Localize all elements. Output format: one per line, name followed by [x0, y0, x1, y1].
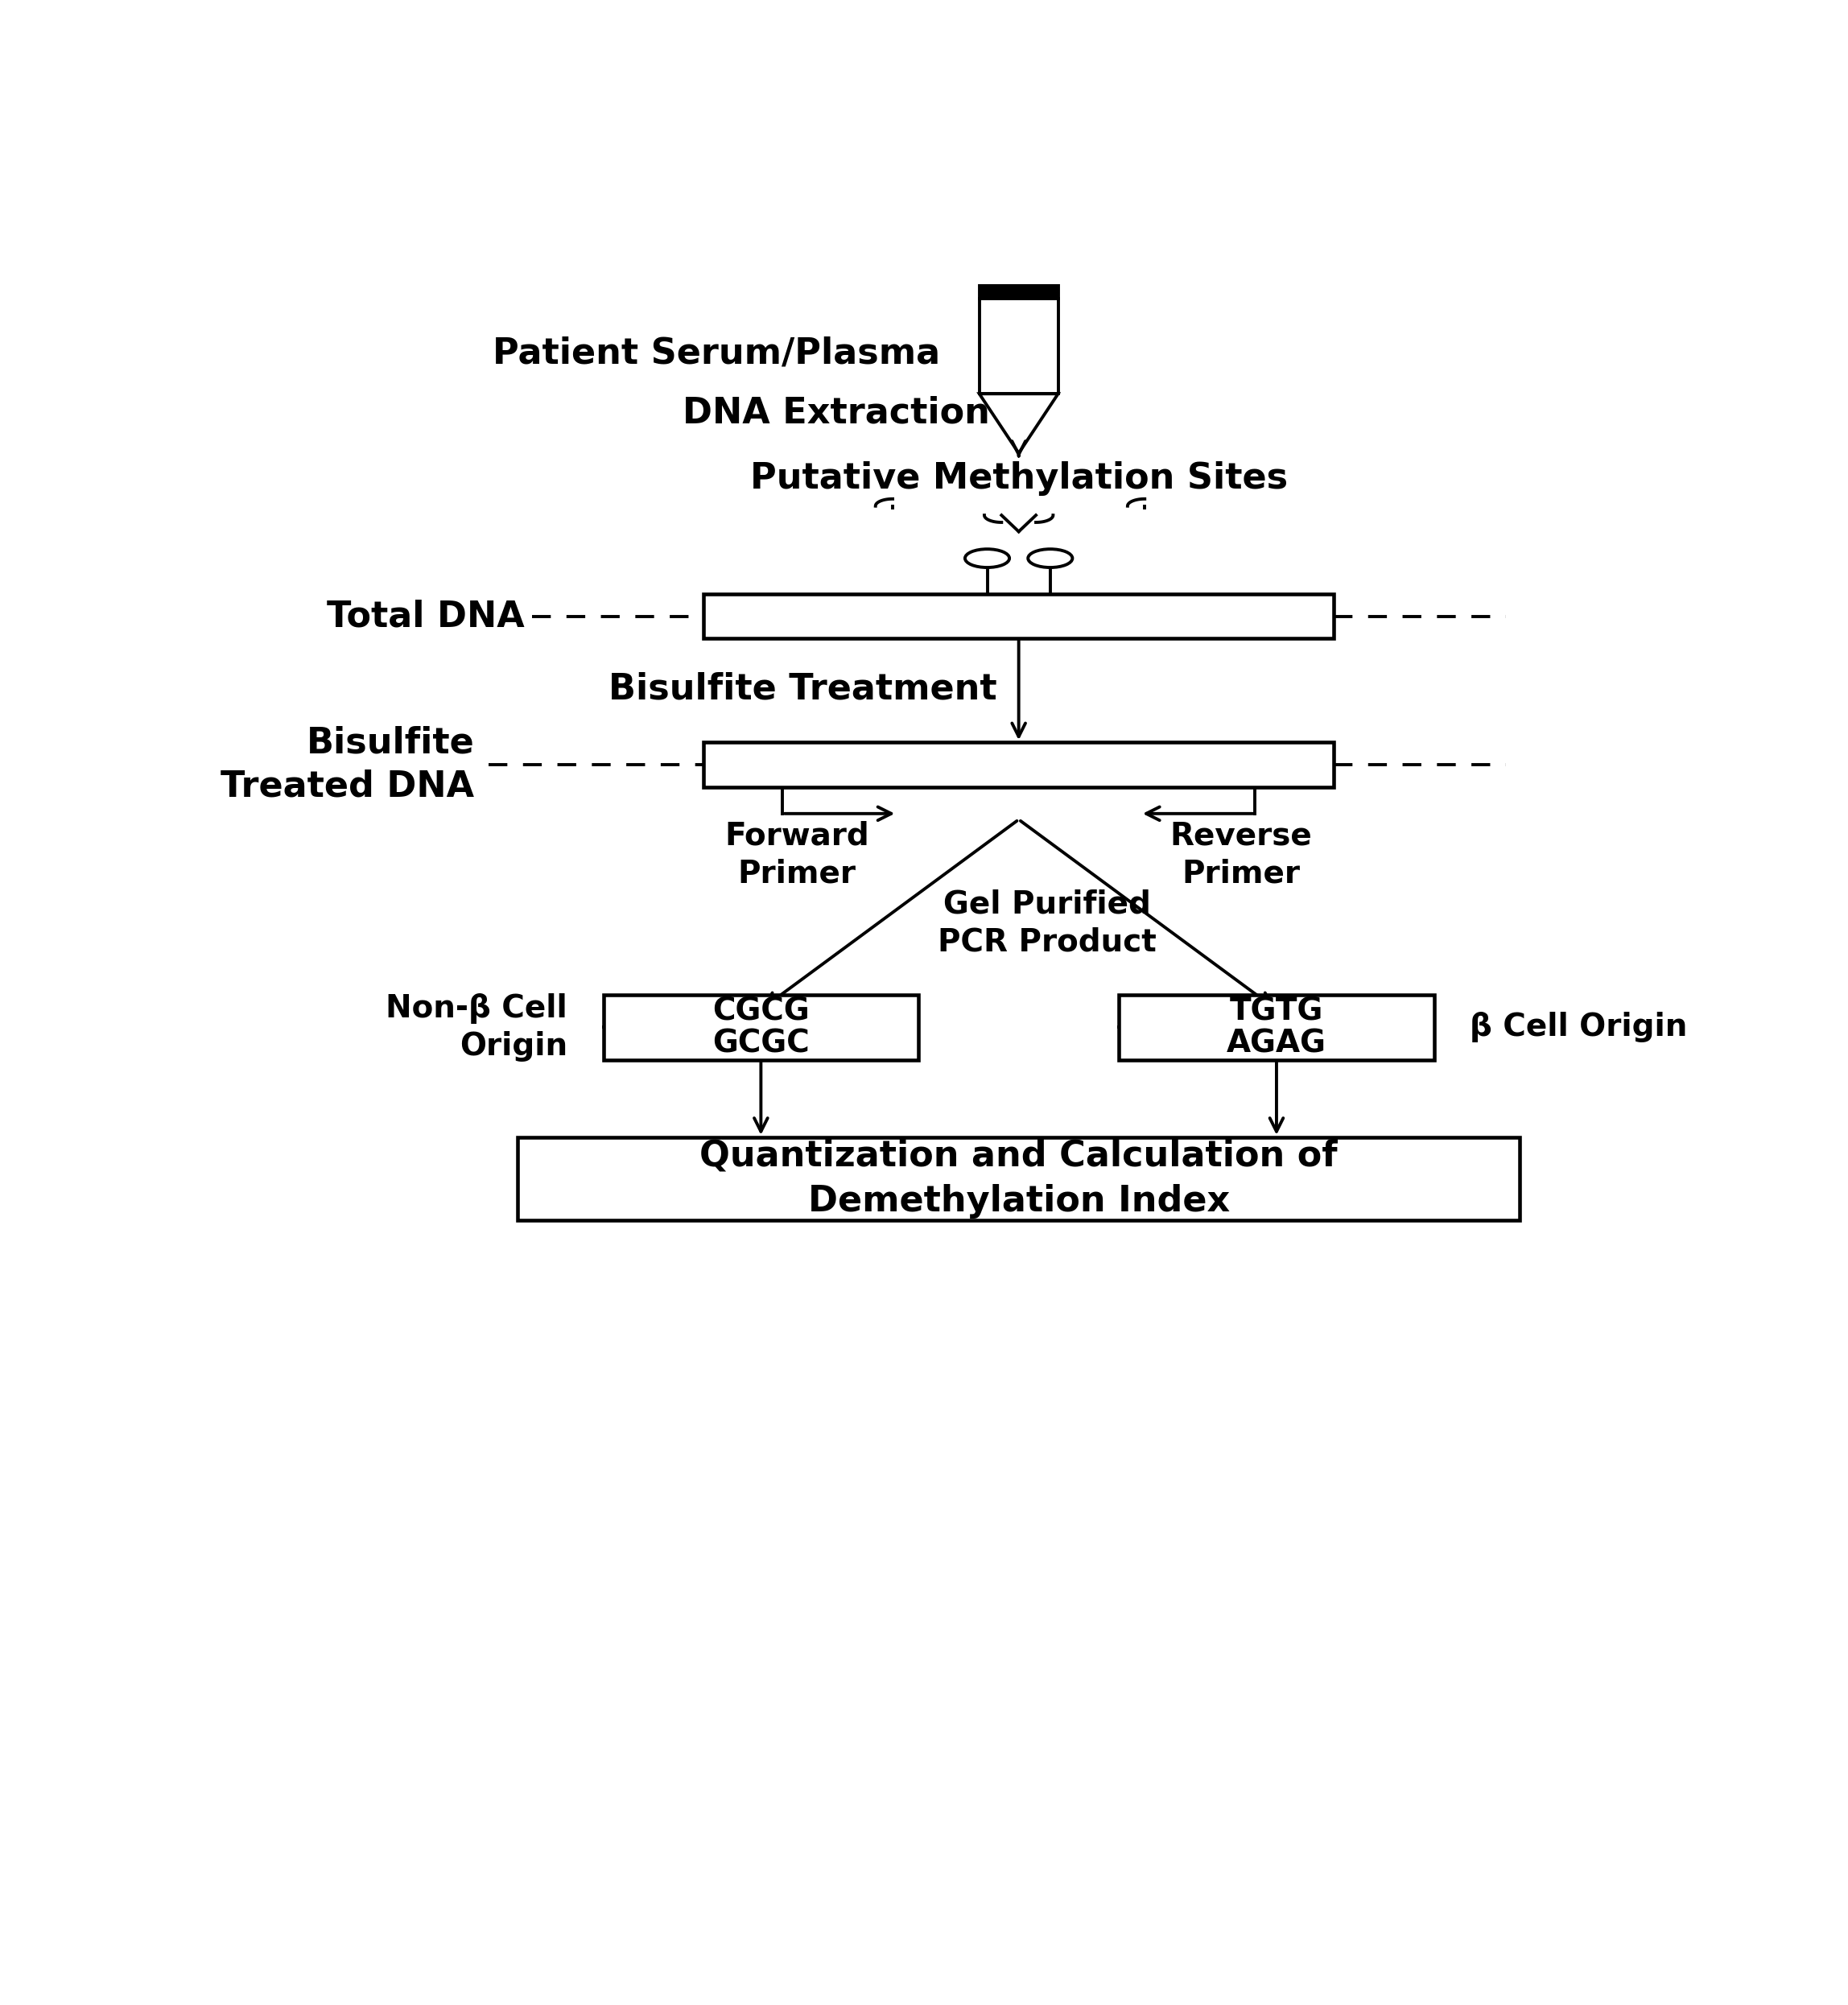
Text: AGAG: AGAG	[1227, 1029, 1327, 1059]
Text: TGTG: TGTG	[1229, 996, 1323, 1027]
Bar	[979, 287, 1059, 299]
Text: Bisulfite
Treated DNA: Bisulfite Treated DNA	[222, 726, 475, 804]
Bar	[704, 593, 1334, 638]
Text: Putative Methylation Sites: Putative Methylation Sites	[750, 461, 1288, 495]
Polygon shape	[979, 393, 1059, 453]
Bar	[517, 1137, 1521, 1221]
Text: Forward
Primer: Forward Primer	[724, 820, 869, 888]
Text: β Cell Origin: β Cell Origin	[1469, 1013, 1687, 1043]
Bar	[602, 994, 918, 1061]
Text: DNA Extraction: DNA Extraction	[682, 395, 991, 431]
Text: GCGC: GCGC	[711, 1029, 809, 1059]
Circle shape	[1027, 549, 1072, 567]
Text: Bisulfite Treatment: Bisulfite Treatment	[608, 672, 998, 706]
Text: Gel Purified
PCR Product: Gel Purified PCR Product	[939, 890, 1157, 958]
Bar	[979, 299, 1059, 393]
Bar	[704, 742, 1334, 786]
Text: Reverse
Primer: Reverse Primer	[1170, 820, 1312, 888]
Text: Quantization and Calculation of
Demethylation Index: Quantization and Calculation of Demethyl…	[700, 1139, 1338, 1219]
Text: Total DNA: Total DNA	[327, 599, 525, 634]
Circle shape	[965, 549, 1009, 567]
Text: CGCG: CGCG	[711, 996, 809, 1027]
Text: Patient Serum/Plasma: Patient Serum/Plasma	[492, 337, 941, 371]
Bar	[1120, 994, 1434, 1061]
Text: Non-β Cell
Origin: Non-β Cell Origin	[386, 992, 567, 1061]
